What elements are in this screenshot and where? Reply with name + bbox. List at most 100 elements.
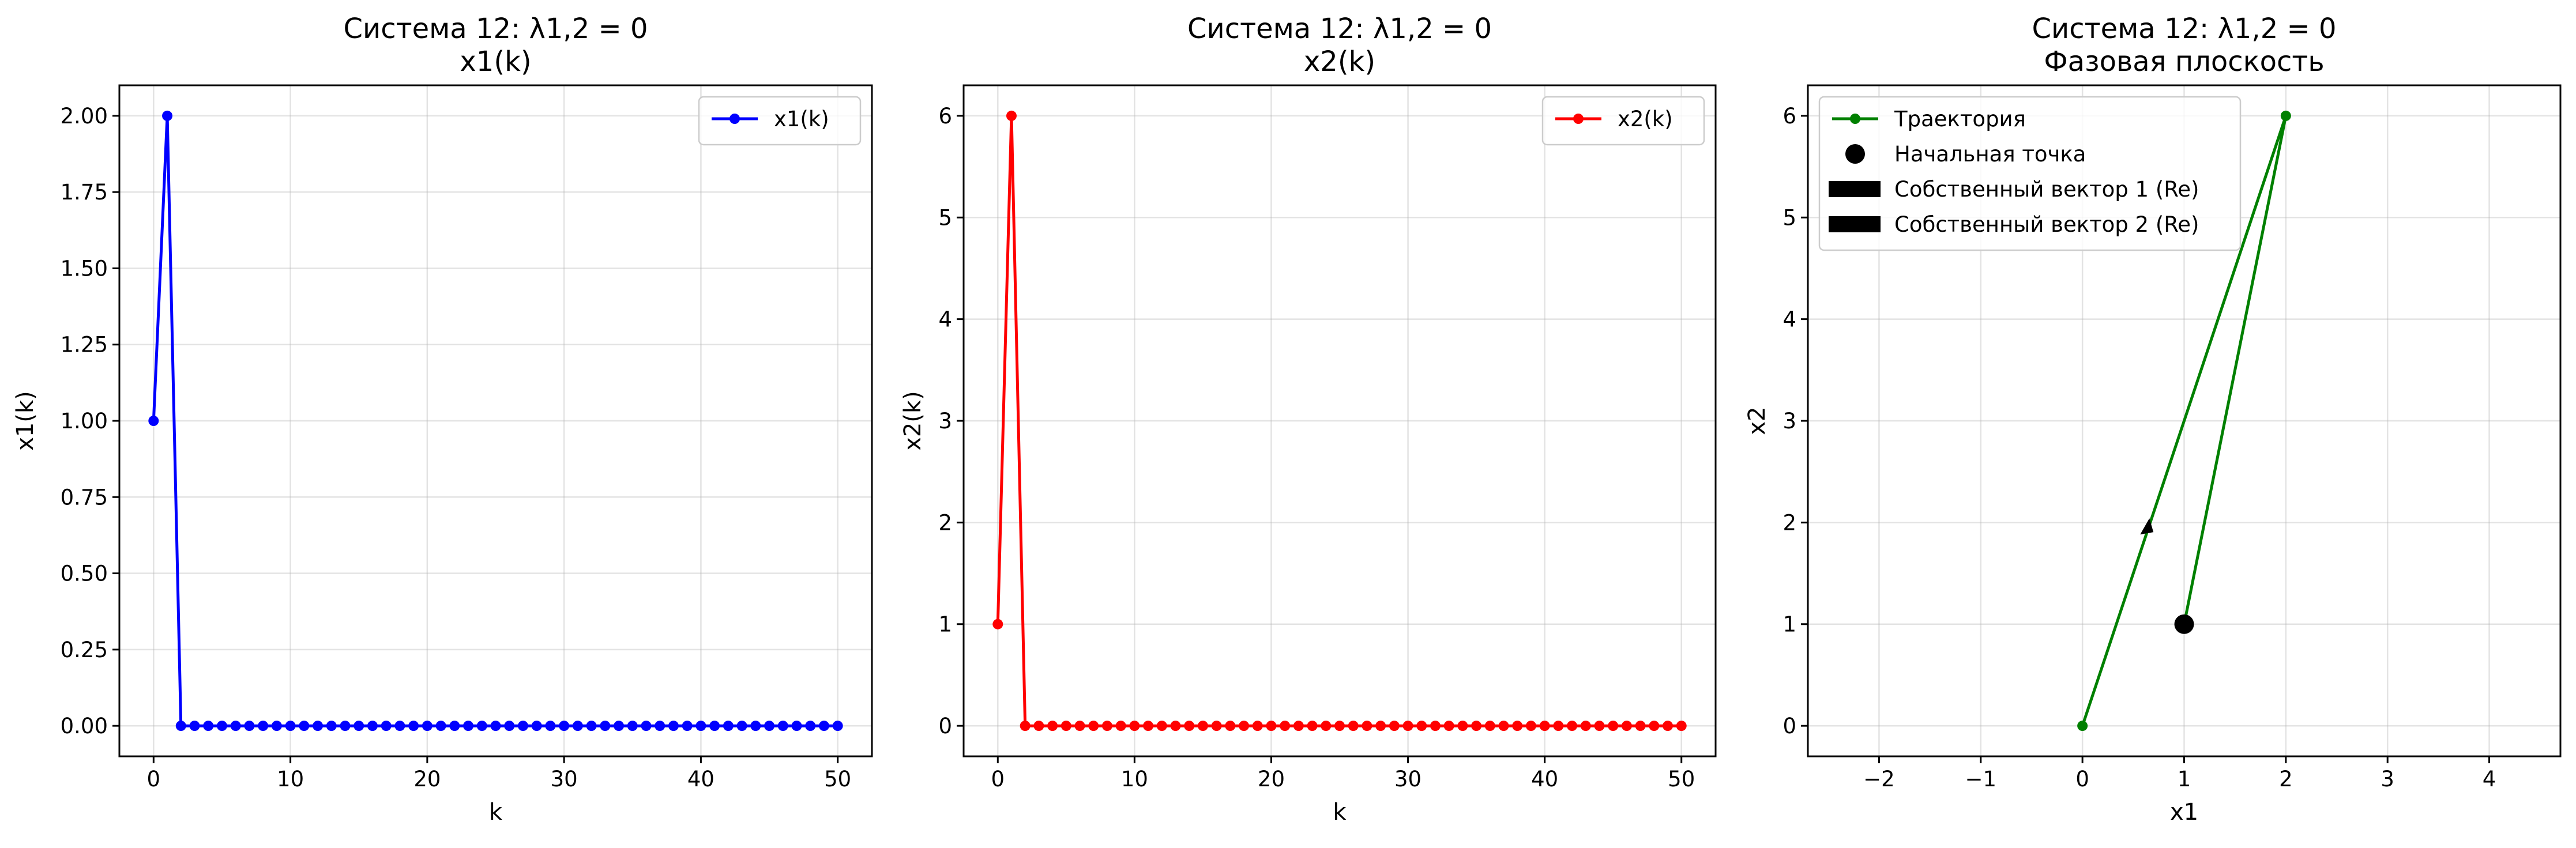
data-point: [1156, 721, 1167, 732]
data-point: [1498, 721, 1509, 732]
data-point: [777, 721, 788, 732]
plot-area: [2077, 110, 2291, 732]
chart-title: Система 12: λ1,2 = 0: [344, 13, 648, 45]
y-tick-label: 6: [938, 104, 952, 129]
data-point: [313, 721, 324, 732]
data-point: [641, 721, 652, 732]
data-point: [992, 619, 1003, 630]
data-point: [545, 721, 556, 732]
legend-label: x2(k): [1618, 107, 1673, 131]
plot-area: [992, 110, 1687, 732]
y-tick-label: 2: [1782, 510, 1796, 535]
data-point: [1280, 721, 1291, 732]
data-point: [1074, 721, 1085, 732]
legend-label: Собственный вектор 1 (Re): [1894, 177, 2199, 202]
data-point: [490, 721, 501, 732]
data-point: [723, 721, 734, 732]
legend-patch: [1829, 216, 1881, 232]
x-tick-label: 10: [1121, 767, 1148, 792]
data-point: [1635, 721, 1646, 732]
data-point: [367, 721, 378, 732]
data-point: [1375, 721, 1386, 732]
y-axis-label: x2: [1744, 406, 1770, 435]
y-tick-label: 0.25: [61, 638, 108, 662]
data-point: [422, 721, 433, 732]
data-point: [1307, 721, 1318, 732]
x-tick-label: 40: [1531, 767, 1558, 792]
data-point: [216, 721, 227, 732]
data-point: [627, 721, 638, 732]
x-tick-label: 10: [277, 767, 304, 792]
data-point: [1115, 721, 1126, 732]
data-point: [230, 721, 241, 732]
data-point: [1266, 721, 1277, 732]
legend-label: Собственный вектор 2 (Re): [1894, 212, 2199, 237]
data-point: [1321, 721, 1332, 732]
data-point: [1512, 721, 1523, 732]
grid: [119, 85, 872, 756]
x-tick-label: 2: [2279, 767, 2293, 792]
data-point: [1580, 721, 1591, 732]
x-tick-label: 30: [551, 767, 578, 792]
data-point: [1239, 721, 1250, 732]
data-point: [394, 721, 405, 732]
chart-title: Система 12: λ1,2 = 0: [1187, 13, 1492, 45]
y-tick-label: 0.50: [61, 561, 108, 586]
legend-label: Траектория: [1894, 107, 2026, 131]
data-point: [1006, 110, 1017, 121]
data-point: [832, 721, 843, 732]
data-point: [1348, 721, 1359, 732]
y-tick-label: 0.00: [61, 714, 108, 738]
x-axis-label: x1: [2170, 799, 2198, 826]
data-point: [1430, 721, 1441, 732]
y-tick-label: 1.25: [61, 333, 108, 357]
data-point: [1101, 721, 1112, 732]
x-tick-label: 20: [1258, 767, 1285, 792]
data-point: [1061, 721, 1071, 732]
y-tick-label: 1.75: [61, 180, 108, 205]
x-tick-label: 30: [1394, 767, 1421, 792]
legend-marker: [1850, 114, 1860, 124]
legend-marker: [729, 114, 740, 124]
x-tick-label: 20: [413, 767, 441, 792]
data-point: [408, 721, 419, 732]
direction-arrow: [2140, 518, 2154, 535]
data-point: [600, 721, 611, 732]
data-point: [764, 721, 775, 732]
data-point: [1143, 721, 1154, 732]
y-axis-label: x2(k): [900, 391, 926, 451]
legend-frame: [1541, 96, 1705, 146]
data-point: [1389, 721, 1400, 732]
x-tick-label: 1: [2178, 767, 2191, 792]
x-tick-label: −1: [1965, 767, 1997, 792]
y-tick-label: 6: [1782, 104, 1796, 129]
data-point: [1033, 721, 1044, 732]
data-point: [354, 721, 364, 732]
data-point: [1443, 721, 1454, 732]
data-point: [435, 721, 446, 732]
y-tick-label: 1: [1782, 612, 1796, 637]
data-point: [750, 721, 761, 732]
x-tick-label: 0: [991, 767, 1005, 792]
data-point: [285, 721, 296, 732]
legend: x2(k): [1541, 96, 1705, 146]
data-point: [326, 721, 337, 732]
data-point: [1416, 721, 1427, 732]
y-tick-label: 5: [938, 205, 952, 230]
y-tick-label: 2.00: [61, 104, 108, 129]
data-point: [1088, 721, 1099, 732]
x-tick-label: 0: [2075, 767, 2089, 792]
data-point: [517, 721, 528, 732]
data-point: [531, 721, 542, 732]
y-tick-label: 5: [1782, 205, 1796, 230]
x-tick-label: 4: [2483, 767, 2496, 792]
data-point: [203, 721, 214, 732]
chart-title: Система 12: λ1,2 = 0: [2032, 13, 2337, 45]
data-point: [791, 721, 802, 732]
data-point: [1129, 721, 1140, 732]
data-point: [1252, 721, 1263, 732]
x-axis-label: k: [489, 799, 503, 826]
legend: x1(k): [698, 96, 862, 146]
legend-patch: [1829, 181, 1881, 197]
